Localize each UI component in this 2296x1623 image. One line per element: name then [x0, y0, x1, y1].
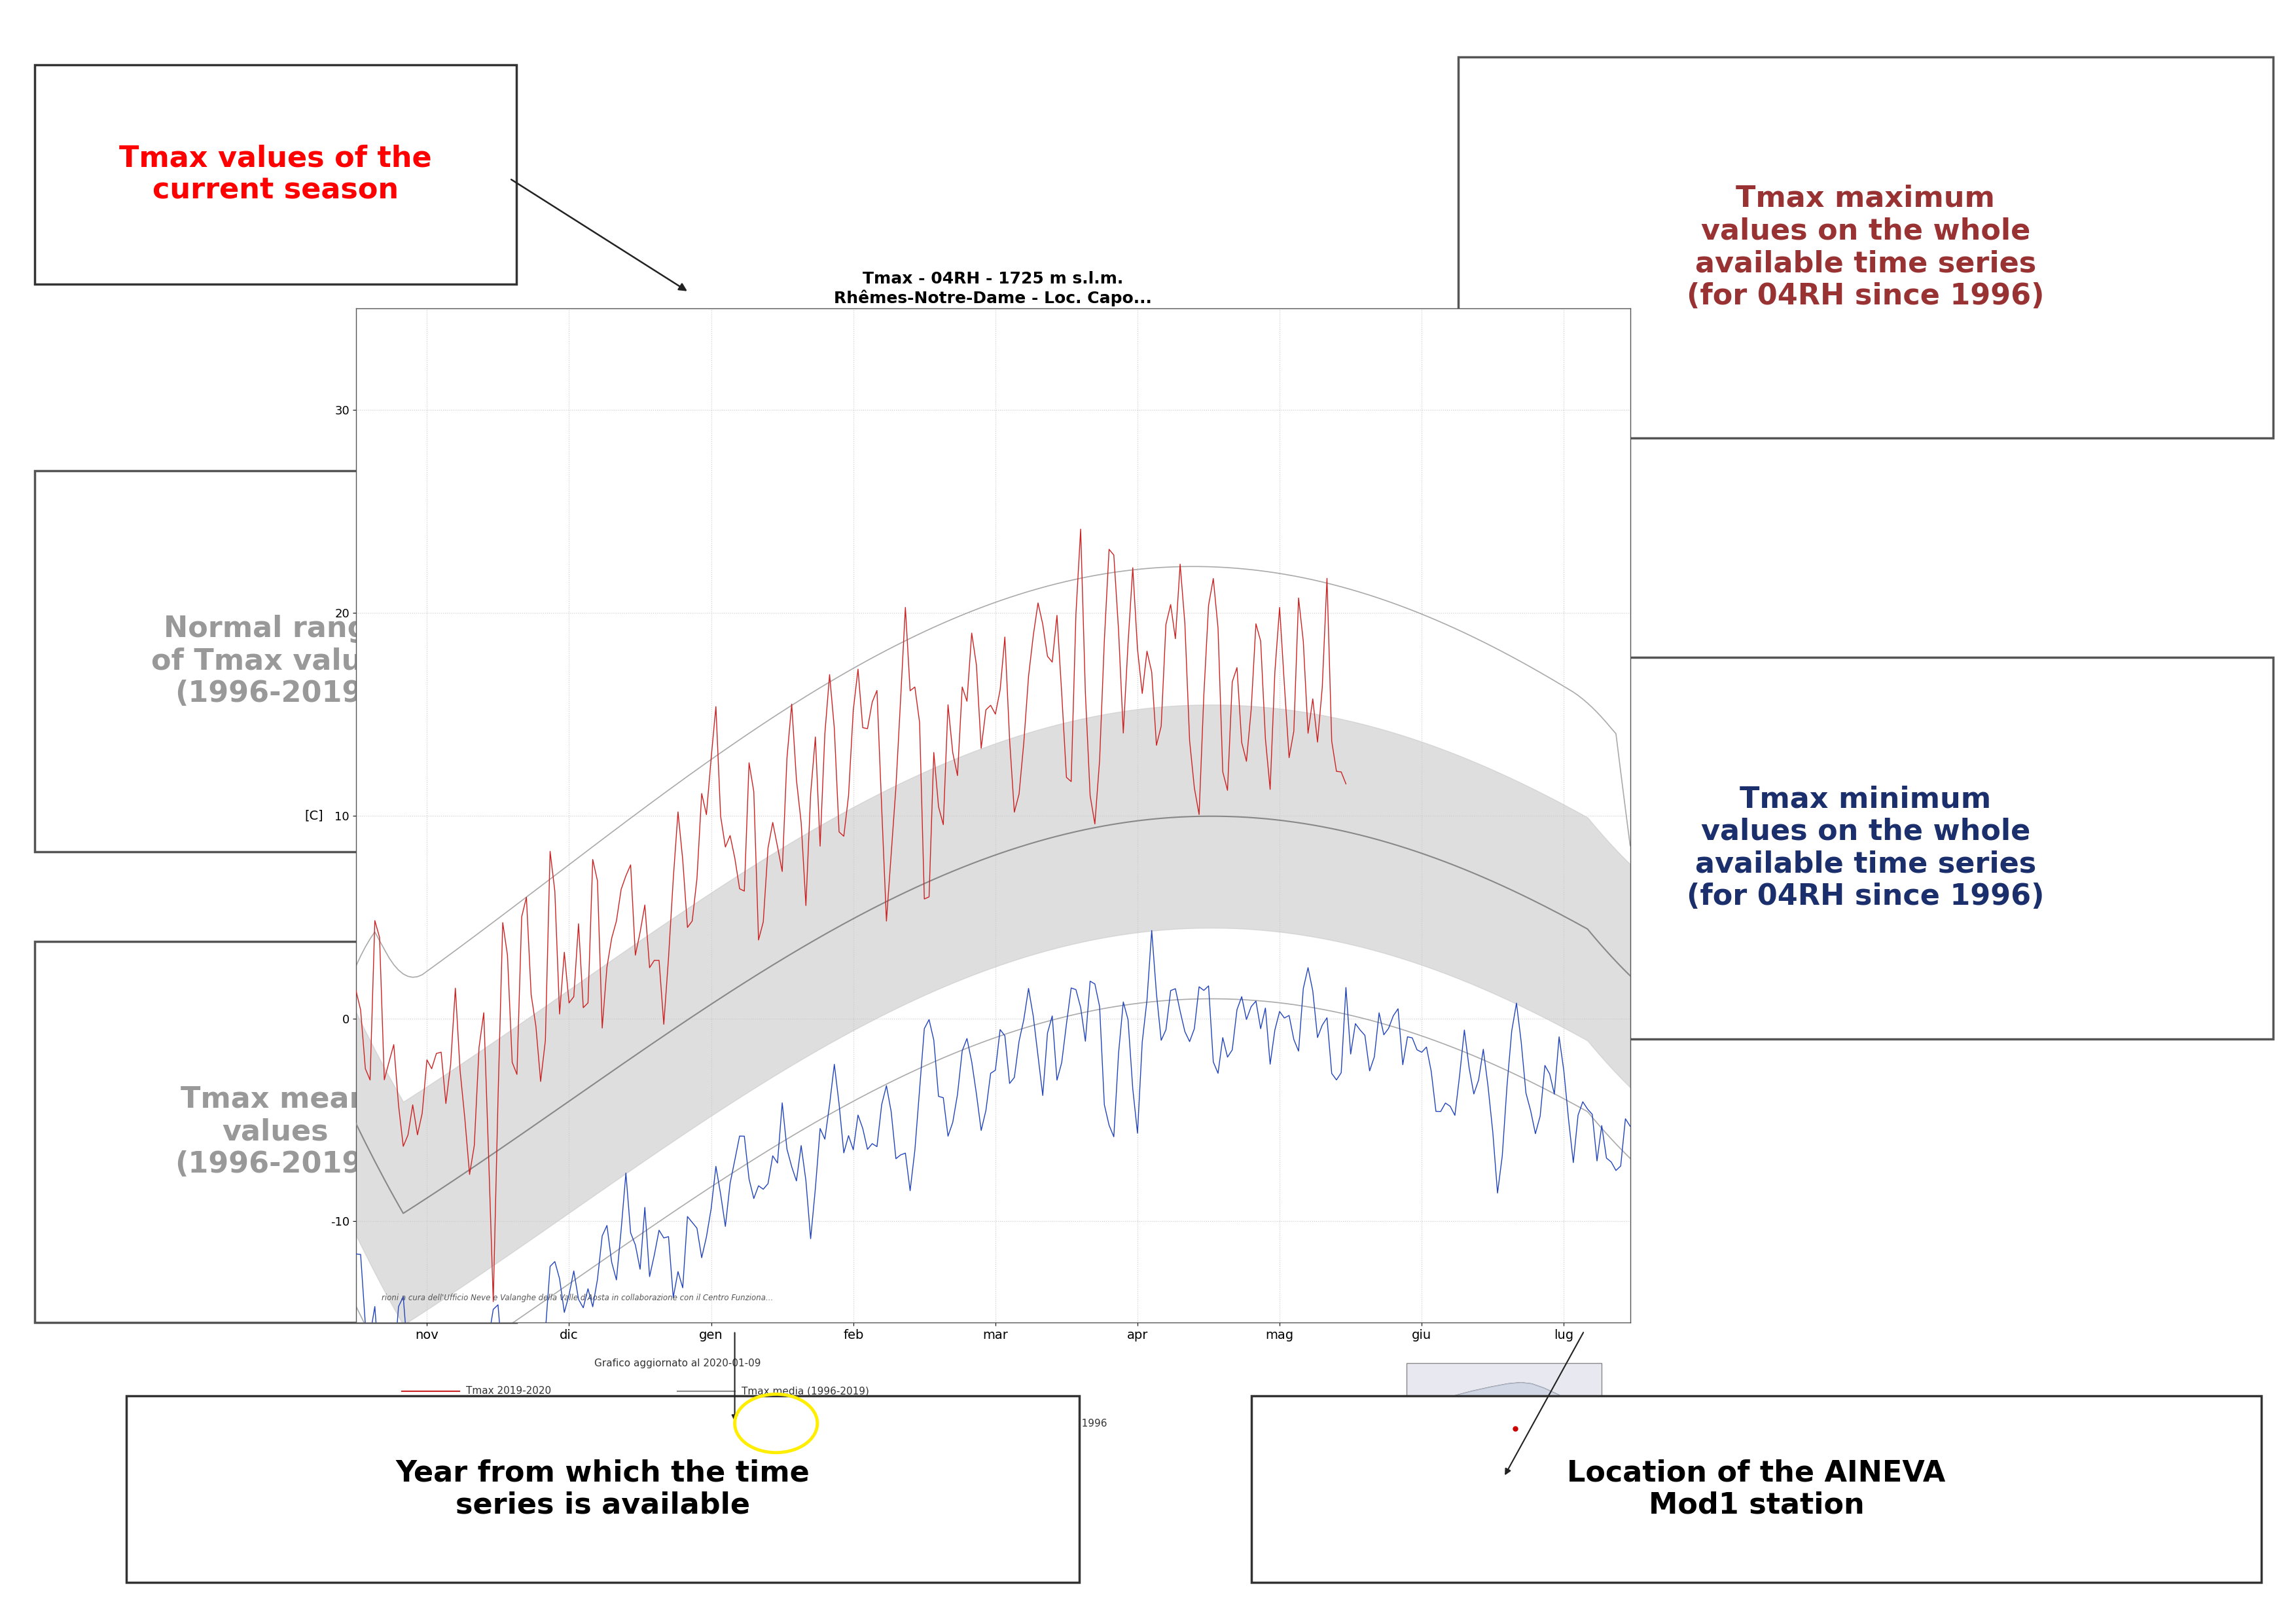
FancyBboxPatch shape — [1458, 657, 2273, 1039]
Text: Tmax minima da 1996: Tmax minima da 1996 — [994, 1419, 1107, 1428]
FancyBboxPatch shape — [1458, 57, 2273, 438]
Text: Location of the AINEVA
Mod1 station: Location of the AINEVA Mod1 station — [1568, 1459, 1945, 1519]
FancyBboxPatch shape — [34, 471, 517, 852]
Title: Tmax - 04RH - 1725 m s.l.m.
Rhêmes-Notre-Dame - Loc. Capo...: Tmax - 04RH - 1725 m s.l.m. Rhêmes-Notre… — [833, 271, 1153, 307]
FancyBboxPatch shape — [1405, 1363, 1603, 1477]
Text: Grafico aggiornato al 2020-01-09: Grafico aggiornato al 2020-01-09 — [595, 1358, 760, 1368]
FancyBboxPatch shape — [126, 1396, 1079, 1582]
Text: Normal range
of Tmax values
(1996-2019): Normal range of Tmax values (1996-2019) — [152, 615, 400, 708]
Text: Tmax maximum
values on the whole
available time series
(for 04RH since 1996): Tmax maximum values on the whole availab… — [1688, 185, 2043, 310]
Text: Tmax minimum
values on the whole
available time series
(for 04RH since 1996): Tmax minimum values on the whole availab… — [1688, 786, 2043, 911]
Text: Tmax massima al 1996: Tmax massima al 1996 — [730, 1419, 847, 1428]
FancyBboxPatch shape — [34, 65, 517, 284]
Text: Tmax nella norma: Tmax nella norma — [466, 1419, 558, 1428]
Text: Tmax mean
values
(1996-2019): Tmax mean values (1996-2019) — [174, 1086, 377, 1178]
Text: Tmax media (1996-2019): Tmax media (1996-2019) — [742, 1386, 870, 1396]
FancyBboxPatch shape — [34, 941, 517, 1323]
Polygon shape — [1440, 1383, 1591, 1457]
Y-axis label: [C]: [C] — [305, 810, 324, 821]
Text: rioni a cura dell'Ufficio Neve e Valanghe della Valle d'Aosta in collaborazione : rioni a cura dell'Ufficio Neve e Valangh… — [381, 1294, 774, 1302]
FancyBboxPatch shape — [1251, 1396, 2262, 1582]
Text: Tmax values of the
current season: Tmax values of the current season — [119, 144, 432, 204]
Text: Tmax 2019-2020: Tmax 2019-2020 — [466, 1386, 551, 1396]
Text: Year from which the time
series is available: Year from which the time series is avail… — [395, 1459, 810, 1519]
